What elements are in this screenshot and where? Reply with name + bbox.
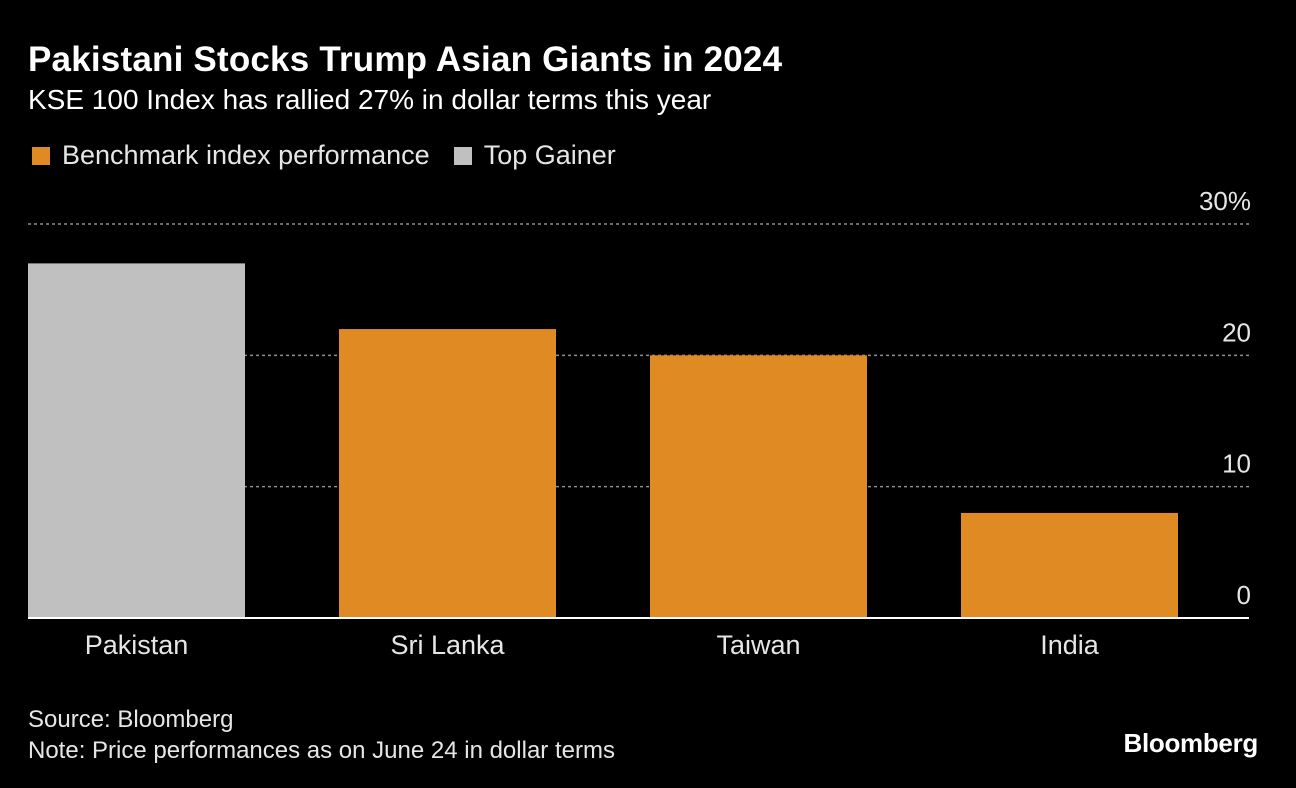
chart-subtitle: KSE 100 Index has rallied 27% in dollar …: [28, 84, 712, 115]
legend-swatch-top-gainer: [453, 146, 472, 165]
legend: Benchmark index performance Top Gainer: [32, 140, 640, 171]
legend-label-benchmark: Benchmark index performance: [62, 140, 430, 170]
y-tick-label: 30%: [1199, 186, 1251, 216]
y-tick-label: 10: [1222, 449, 1251, 479]
legend-label-top-gainer: Top Gainer: [483, 140, 616, 170]
bar-india: [961, 512, 1178, 618]
footer: Source: Bloomberg Note: Price performanc…: [28, 704, 615, 766]
legend-swatch-benchmark: [32, 146, 50, 165]
y-tick-label: 20: [1222, 317, 1251, 347]
x-tick-label: Pakistan: [85, 630, 189, 660]
note-text: Note: Price performances as on June 24 i…: [28, 737, 615, 764]
x-tick-label: Taiwan: [716, 630, 800, 660]
legend-item-top-gainer: Top Gainer: [453, 140, 616, 171]
bar-taiwan: [650, 355, 867, 618]
source-text: Source: Bloomberg: [28, 706, 234, 733]
x-tick-label: Sri Lanka: [390, 630, 505, 660]
y-tick-label: 0: [1237, 580, 1251, 610]
x-tick-label: India: [1040, 630, 1100, 660]
bar-pakistan: [28, 263, 245, 618]
legend-item-benchmark: Benchmark index performance: [32, 140, 430, 171]
bar-sri-lanka: [339, 329, 556, 618]
chart-title: Pakistani Stocks Trump Asian Giants in 2…: [28, 40, 783, 79]
bloomberg-logo: Bloomberg: [1123, 728, 1258, 758]
